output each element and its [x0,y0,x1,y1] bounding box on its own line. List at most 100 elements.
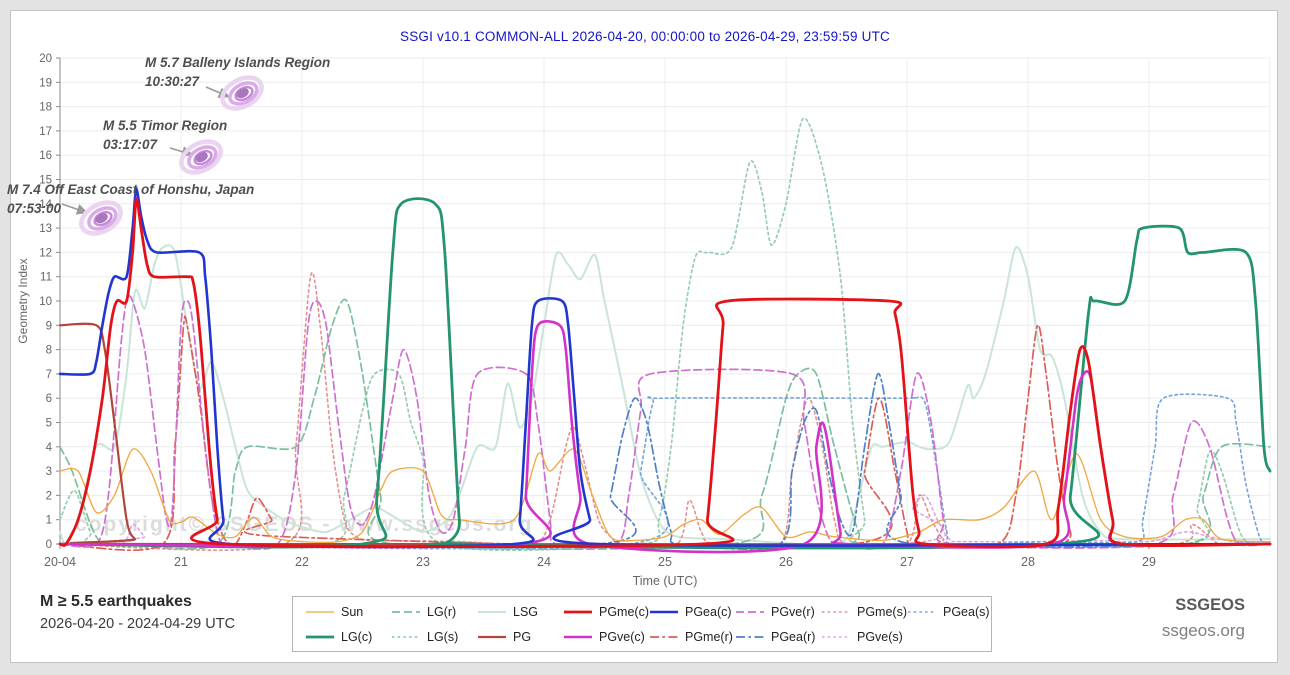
y-tick-label: 14 [39,199,52,211]
legend-label: PGme(s) [857,604,907,619]
legend-item-PGme(c): PGme(c) [563,605,649,619]
legend-swatch-line [822,610,850,613]
legend-label: PGme(r) [685,629,733,644]
legend-swatch-line [736,610,764,613]
legend-item-PGve(r): PGve(r) [735,605,821,619]
footer-earthquake-info: M ≥ 5.5 earthquakes 2026-04-20 - 2024-04… [40,593,235,632]
series-PGve(s) [59,494,1271,548]
y-tick-label: 15 [39,175,52,187]
x-tick-label: 20-04 [44,555,76,569]
legend-label: PGve(s) [857,629,903,644]
x-tick-label: 23 [416,555,430,569]
y-axis-title: Geometry Index [16,258,30,343]
legend-label: PGme(c) [599,604,649,619]
legend-swatch-line [908,610,936,613]
y-tick-label: 17 [39,126,52,138]
chart-title: SSGI v10.1 COMMON-ALL 2026-04-20, 00:00:… [399,29,890,44]
x-tick-label: 29 [1142,555,1156,569]
legend-swatch-line [392,610,420,613]
legend-label: LG(s) [427,629,459,644]
legend-label: Sun [341,604,364,619]
y-tick-label: 4 [46,442,53,454]
y-tick-label: 10 [39,296,52,308]
series-Sun [59,448,1271,544]
y-tick-label: 6 [46,393,52,405]
legend-swatch-line [822,635,850,638]
legend-item-PGme(r): PGme(r) [649,630,735,644]
earthquake-time: 07:53:00 [7,201,62,216]
legend-swatch-line [478,635,506,638]
x-axis-title: Time (UTC) [633,574,698,588]
legend-label: PG [513,629,532,644]
earthquake-annotation-label: M 7.4 Off East Coast of Honshu, Japan 07:… [7,180,254,218]
earthquake-threshold-label: M ≥ 5.5 earthquakes [40,593,192,610]
series-LG(c) [58,197,1272,550]
earthquake-magnitude-region: M 5.7 Balleny Islands Region [145,55,331,70]
earthquake-magnitude-region: M 7.4 Off East Coast of Honshu, Japan [7,182,255,197]
legend-swatch-line [650,635,678,638]
x-tick-label: 22 [295,555,309,569]
legend-label: LG(r) [427,604,457,619]
earthquake-time: 03:17:07 [103,137,158,152]
legend-swatch-line [564,635,592,638]
legend-item-Sun: Sun [305,605,391,619]
legend-item-PGea(c): PGea(c) [649,605,735,619]
series-PGve(r) [59,294,1271,550]
epicenter-ripple-icon [220,75,264,111]
y-tick-label: 9 [46,320,52,332]
legend-item-PGea(s): PGea(s) [907,605,993,619]
y-tick-label: 7 [46,369,52,381]
y-tick-label: 20 [39,53,52,65]
y-tick-label: 16 [39,150,52,162]
legend-label: LG(c) [341,629,373,644]
series-PGea(s) [59,393,1271,550]
legend-item-PGve(c): PGve(c) [563,630,649,644]
y-tick-label: 1 [46,515,52,527]
x-tick-label: 26 [779,555,793,569]
legend-item-PGme(s): PGme(s) [821,605,907,619]
earthquake-annotation-label: M 5.5 Timor Region 03:17:07 [103,116,227,154]
legend-item-PG: PG [477,630,563,644]
x-tick-label: 24 [537,555,551,569]
y-tick-label: 3 [46,466,52,478]
legend-swatch-line [650,610,678,613]
y-tick-label: 0 [46,539,52,551]
annotation-arrow-icon [61,203,89,215]
brand-name: SSGEOS [1175,596,1245,614]
legend-swatch-line [478,610,506,613]
legend-item-LSG: LSG [477,605,563,619]
y-tick-label: 18 [39,102,52,114]
chart-card [10,10,1278,663]
series-PGme(c) [58,197,1272,549]
y-tick-label: 11 [40,272,52,284]
earthquake-annotation-label: M 5.7 Balleny Islands Region 10:30:27 [145,53,330,91]
legend-label: LSG [513,604,539,619]
earthquake-magnitude-region: M 5.5 Timor Region [103,118,228,133]
legend-label: PGea(r) [771,629,816,644]
legend-swatch-line [306,635,334,638]
legend-item-PGea(r): PGea(r) [735,630,821,644]
y-tick-label: 2 [46,490,52,502]
x-tick-label: 28 [1021,555,1035,569]
series-PGea(c) [58,187,1272,548]
legend-item-LG(s): LG(s) [391,630,477,644]
epicenter-ripple-icon [179,139,223,175]
legend-label: PGve(r) [771,604,815,619]
x-tick-label: 21 [174,555,188,569]
legend-swatch-line [564,610,592,613]
legend-swatch-line [736,635,764,638]
legend-item-PGve(s): PGve(s) [821,630,907,644]
y-tick-label: 13 [39,223,52,235]
brand-url: ssgeos.org [1161,621,1245,640]
watermark: copyright© SSGEOS - www.ssgeos.org [75,513,533,536]
legend-item-LG(c): LG(c) [305,630,391,644]
legend-swatch-line [392,635,420,638]
x-tick-label: 25 [658,555,672,569]
legend-swatch-line [306,610,334,613]
series-PGea(r) [59,373,1271,550]
y-tick-label: 5 [46,418,52,430]
x-tick-label: 27 [900,555,914,569]
earthquake-time: 10:30:27 [145,74,200,89]
series-LSG [59,244,1271,546]
